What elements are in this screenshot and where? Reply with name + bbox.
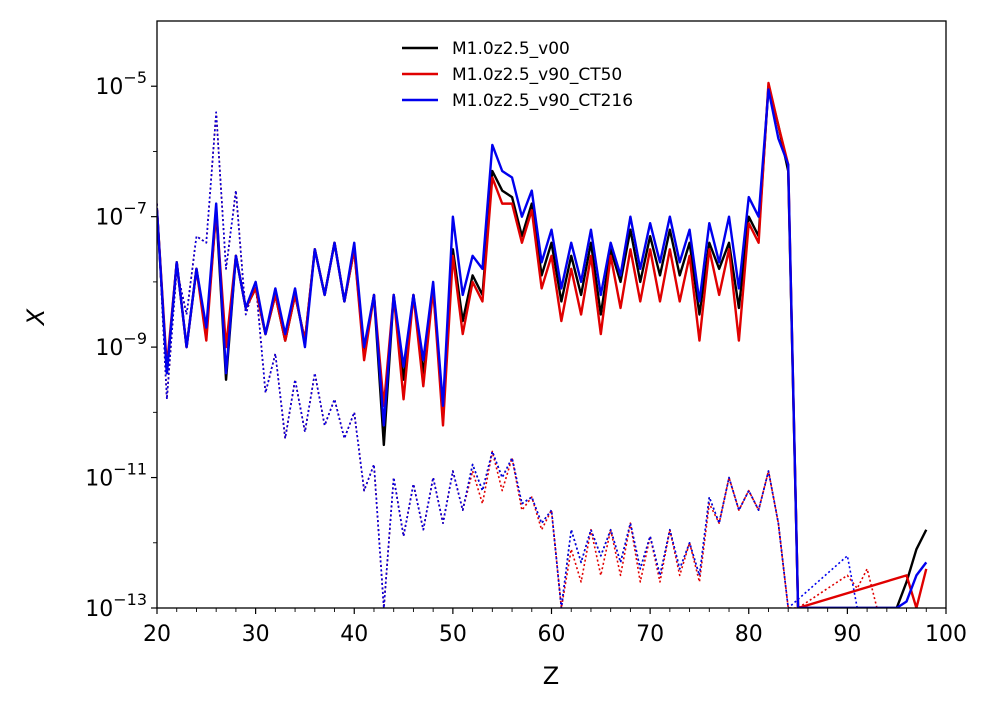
x-tick-label: 50	[439, 622, 467, 647]
x-tick-label: 100	[925, 622, 967, 647]
x-tick-label: 20	[143, 622, 171, 647]
y-tick-label: 10−7	[95, 199, 147, 231]
x-tick-label: 80	[735, 622, 763, 647]
y-tick-label: 10−11	[85, 460, 147, 492]
y-tick-label: 10−13	[85, 590, 147, 622]
series-line-3	[157, 88, 928, 608]
x-tick-label: 60	[538, 622, 566, 647]
y-axis: 10−13 10−11 10−9 10−7 10−5	[85, 68, 157, 622]
x-tick-label: 30	[242, 622, 270, 647]
legend-label: M1.0z2.5_v90_CT216	[452, 91, 633, 111]
x-tick-label: 40	[340, 622, 368, 647]
series-layer	[157, 81, 928, 608]
y-tick-label: 10−5	[95, 68, 147, 100]
y-tick-label: 10−9	[95, 329, 147, 361]
legend: M1.0z2.5_v00 M1.0z2.5_v90_CT50 M1.0z2.5_v9…	[402, 39, 633, 111]
x-tick-label: 90	[833, 622, 861, 647]
legend-label: M1.0z2.5_v00	[452, 39, 570, 59]
y-axis-label: X	[22, 308, 50, 327]
legend-label: M1.0z2.5_v90_CT50	[452, 65, 622, 85]
x-axis: 20 30 40 50 60 70 80 90 100	[143, 608, 967, 647]
x-tick-label: 70	[636, 622, 664, 647]
x-axis-label: Z	[543, 662, 559, 690]
